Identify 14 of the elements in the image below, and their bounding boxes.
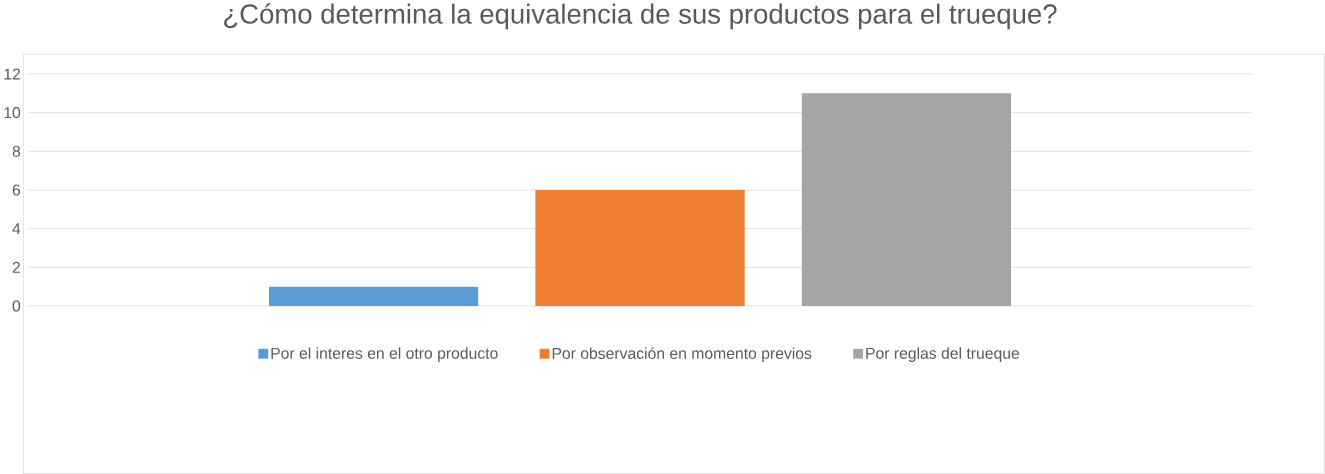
y-tick-label: 4 bbox=[12, 223, 21, 235]
legend-label: Por el interes en el otro producto bbox=[271, 347, 498, 362]
y-tick-label: 6 bbox=[12, 184, 21, 196]
y-tick-label: 0 bbox=[12, 300, 21, 312]
y-tick-label: 10 bbox=[4, 107, 21, 119]
bar bbox=[801, 93, 1012, 306]
y-tick-label: 2 bbox=[12, 261, 20, 273]
y-tick-label: 8 bbox=[12, 145, 21, 157]
bar bbox=[535, 189, 745, 306]
y-tick-label: 12 bbox=[4, 68, 20, 80]
legend-label: Por observación en momento previos bbox=[552, 347, 812, 363]
bar bbox=[268, 286, 479, 306]
legend-label: Por reglas del trueque bbox=[866, 347, 1020, 362]
chart-title: ¿Cómo determina la equivalencia de sus productos para el trueque? bbox=[224, 3, 1057, 30]
